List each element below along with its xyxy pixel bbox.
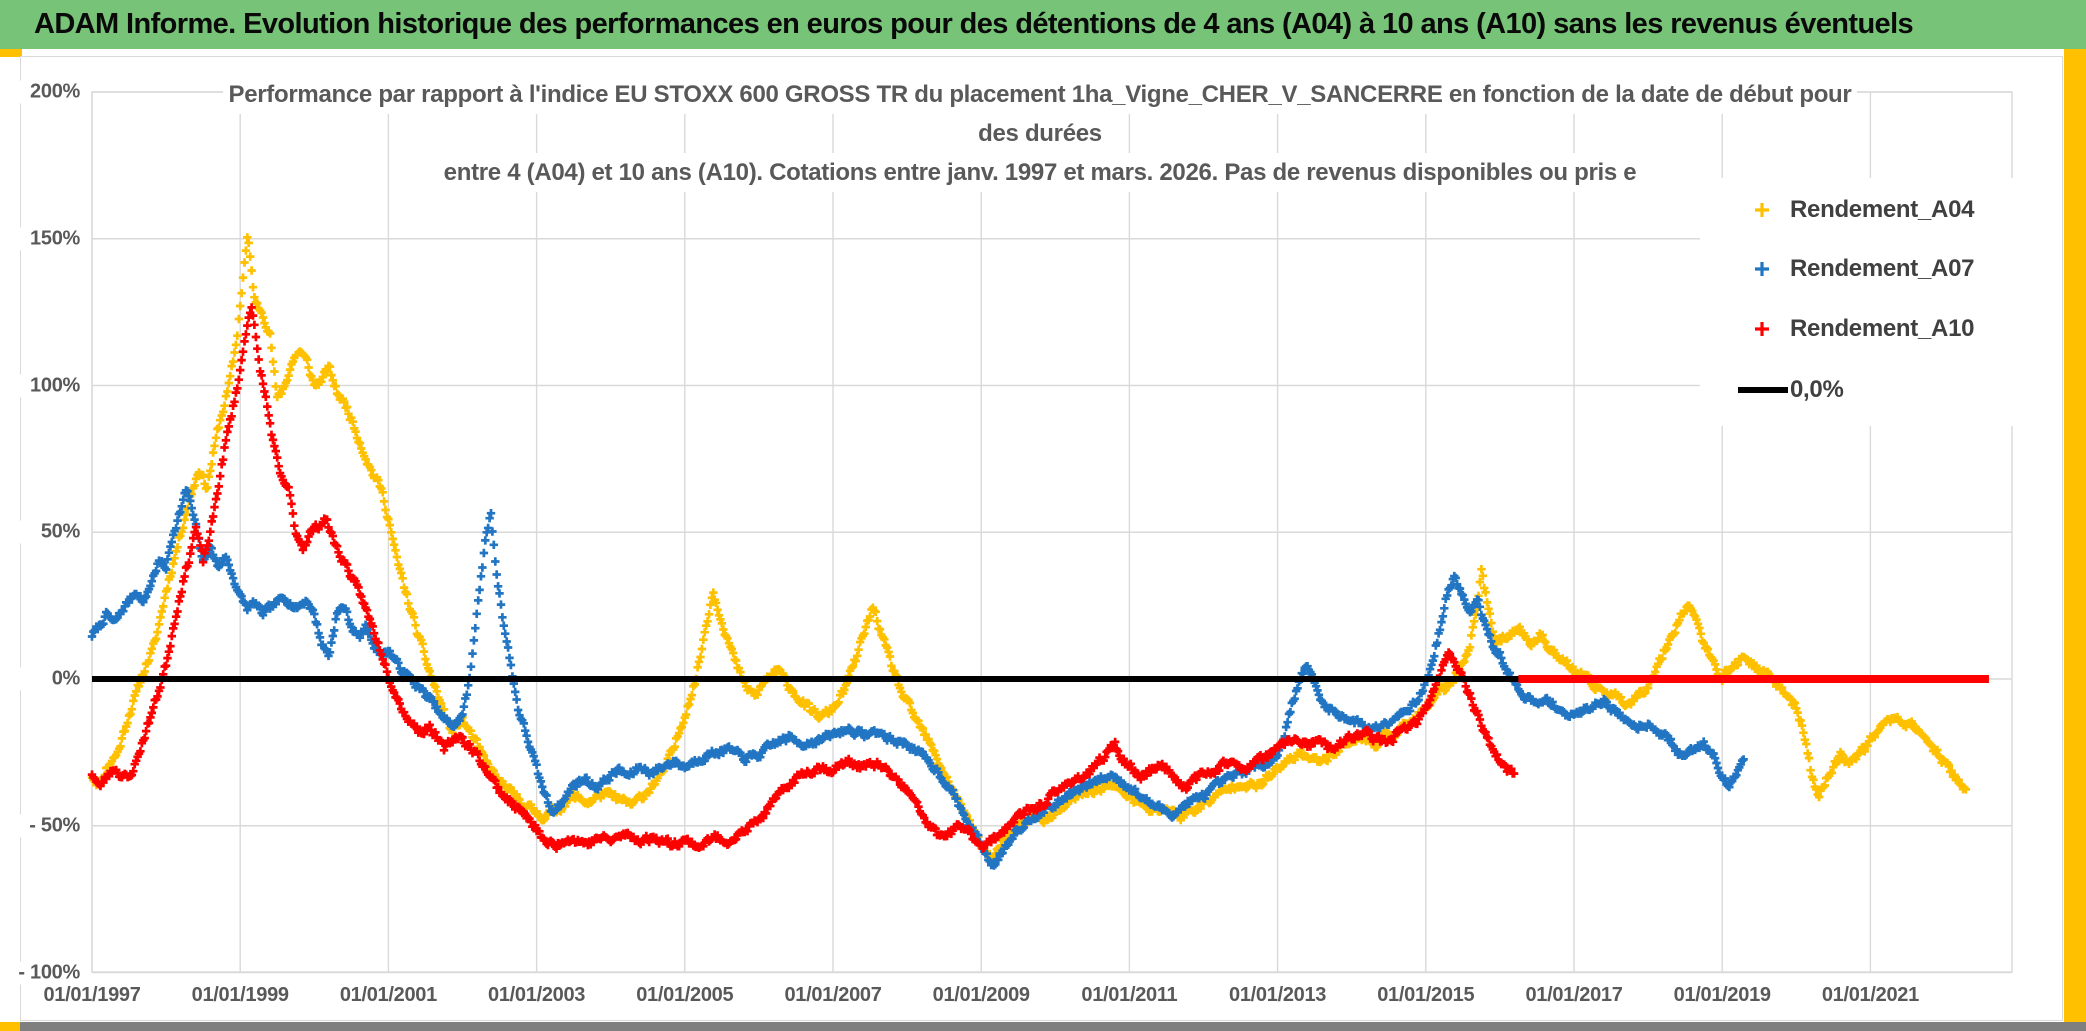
legend: Rendement_A04 Rendement_A07 Rendement_A1… — [1700, 178, 2062, 426]
y-tick-label: 0% — [0, 667, 80, 691]
chart-title-line1: Performance par rapport à l'indice EU ST… — [222, 75, 1858, 114]
x-tick-label: 01/01/2005 — [636, 984, 734, 1006]
plus-marker-icon — [1755, 262, 1769, 276]
x-tick-label: 01/01/2009 — [932, 984, 1030, 1006]
x-tick-label: 01/01/2007 — [784, 984, 882, 1006]
x-tick-label: 01/01/1997 — [43, 984, 141, 1006]
series-rendement_a10 — [87, 303, 1519, 853]
x-tick-label: 01/01/2019 — [1673, 984, 1771, 1006]
legend-label: 0,0% — [1790, 376, 1844, 403]
legend-item-rendement-a04[interactable]: Rendement_A04 — [1700, 190, 2062, 230]
legend-item-rendement-a07[interactable]: Rendement_A07 — [1700, 249, 2062, 289]
plus-marker-icon — [1755, 322, 1769, 336]
accent-strip-right — [2064, 49, 2086, 1022]
series-rendement_a07 — [87, 486, 1748, 870]
x-tick-label: 01/01/2017 — [1525, 984, 1623, 1006]
x-tick-label: 01/01/1999 — [191, 984, 289, 1006]
y-tick-label: 50% — [0, 520, 80, 544]
x-tick-label: 01/01/2003 — [488, 984, 586, 1006]
y-tick-label: 100% — [0, 374, 80, 397]
zero-line-icon — [1738, 387, 1788, 393]
legend-item-zero-line[interactable]: 0,0% — [1700, 370, 2062, 410]
legend-label: Rendement_A07 — [1790, 255, 1975, 282]
chart-title-line3: entre 4 (A04) et 10 ans (A10). Cotations… — [437, 153, 1643, 192]
y-tick-label: - 50% — [0, 814, 80, 838]
x-tick-label: 01/01/2013 — [1229, 984, 1327, 1006]
page-title: ADAM Informe. Evolution historique des p… — [34, 8, 1914, 40]
accent-strip-bottom-left — [0, 1022, 20, 1031]
y-tick-label: - 100% — [0, 961, 80, 984]
bottom-scrollbar-strip — [20, 1022, 2086, 1031]
y-tick-label: 200% — [0, 80, 80, 104]
legend-item-rendement-a10[interactable]: Rendement_A10 — [1700, 309, 2062, 349]
chart-title: Performance par rapport à l'indice EU ST… — [100, 75, 1980, 192]
accent-strip-top-left — [0, 49, 22, 57]
x-tick-label: 01/01/2015 — [1377, 984, 1475, 1006]
header-bar: ADAM Informe. Evolution historique des p… — [0, 0, 2086, 49]
x-tick-label: 01/01/2001 — [339, 984, 437, 1006]
series-rendement_a04 — [87, 233, 1971, 865]
x-tick-label: 01/01/2021 — [1821, 984, 1919, 1006]
chart-title-line2: des durées — [972, 114, 1108, 153]
legend-label: Rendement_A04 — [1790, 196, 1975, 223]
plus-marker-icon — [1755, 203, 1769, 217]
y-tick-label: 150% — [0, 227, 80, 251]
legend-label: Rendement_A10 — [1790, 315, 1975, 342]
x-tick-label: 01/01/2011 — [1081, 984, 1178, 1006]
